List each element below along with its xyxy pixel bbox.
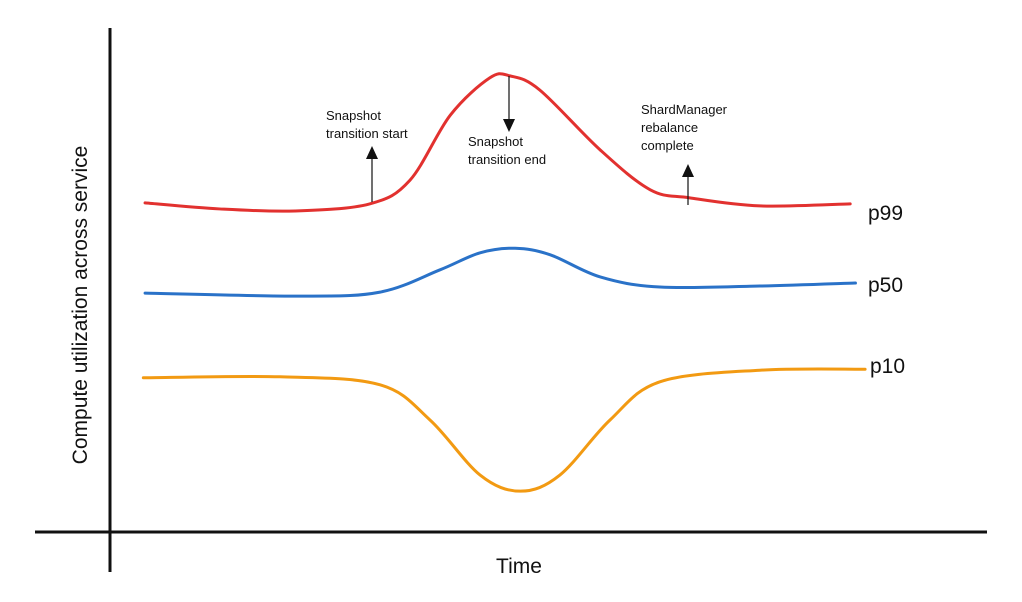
series-label-p10: p10 [870,355,905,378]
series-label-p99: p99 [868,202,903,225]
annotation-transition-end-line2: transition end [468,152,546,167]
series-label-p50: p50 [868,274,903,297]
arrowhead-up-icon [682,164,694,177]
y-axis-label: Compute utilization across service [69,146,92,465]
annotation-transition-end-line1: Snapshot [468,134,523,149]
arrowhead-down-icon [503,119,515,132]
annotation-rebalance-line1: ShardManager [641,102,728,117]
annotation-transition-start-line2: transition start [326,126,408,141]
annotation-rebalance-line2: rebalance [641,120,698,135]
annotation-rebalance-line3: complete [641,138,694,153]
x-axis-label: Time [496,555,542,578]
annotation-transition-start-line1: Snapshot [326,108,381,123]
series-line-p10 [141,367,867,493]
arrowhead-up-icon [366,146,378,159]
series-line-p99 [143,72,852,213]
series-line-p50 [143,246,857,298]
